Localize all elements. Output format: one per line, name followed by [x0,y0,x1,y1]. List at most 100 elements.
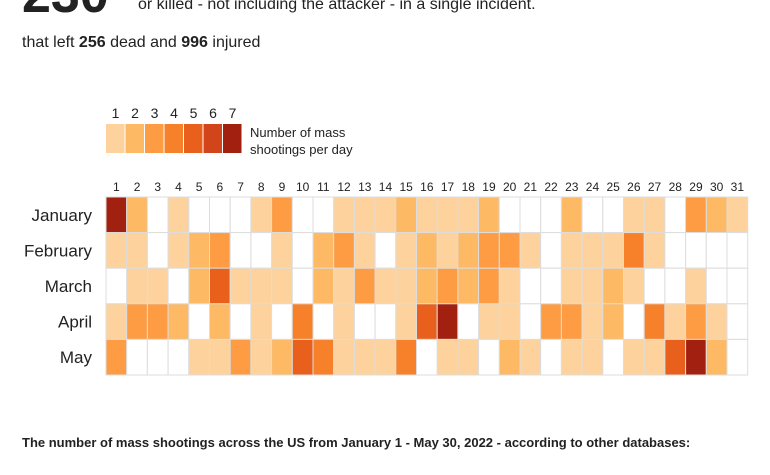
cell [664,303,687,340]
cell [167,338,190,376]
cell [291,338,314,376]
cell [209,232,231,269]
cell [643,338,666,376]
cell [105,232,128,269]
cell [478,196,500,234]
cell [685,338,707,376]
cell [105,267,128,305]
empty-cell [726,232,749,269]
summary-number: 256 [79,34,106,51]
y-tick-label: May [60,348,93,367]
cell [312,303,335,340]
cell [229,196,252,234]
cell [188,267,211,305]
cell [685,267,707,305]
cell [519,303,542,340]
cell [250,303,273,340]
cell [643,232,666,269]
cell [705,267,728,305]
legend-swatch [223,124,242,153]
cell [602,196,624,234]
y-tick-label: April [58,313,92,332]
cell [188,338,211,376]
cell [374,338,397,376]
cell [581,303,604,340]
cell [478,303,500,340]
cell [705,338,728,376]
legend-swatch [203,124,222,153]
cell [395,303,417,340]
x-tick-label: 4 [175,180,182,194]
cell [581,232,604,269]
cell [353,303,376,340]
cell [540,267,562,305]
cell [312,267,335,305]
cell [312,232,335,269]
cell [540,303,562,340]
empty-cell [726,338,749,376]
x-tick-label: 16 [420,180,434,194]
cell [395,267,417,305]
cell [560,303,583,340]
y-tick-label: January [32,206,93,225]
x-tick-label: 15 [399,180,413,194]
cell [271,303,293,340]
cell [353,267,376,305]
cell [271,338,293,376]
cell [519,267,542,305]
cell [250,267,273,305]
cell [105,303,128,340]
cell [519,338,542,376]
cell [457,232,480,269]
cell [643,267,666,305]
empty-cell [726,303,749,340]
cell [291,303,314,340]
cell [395,196,417,234]
cell [457,267,480,305]
x-tick-label: 24 [586,180,600,194]
legend-label: 2 [131,105,139,121]
cell [436,232,459,269]
cell [146,338,169,376]
cell [333,232,355,269]
cell [726,196,749,234]
legend-label: 4 [170,105,178,121]
cell [105,196,128,234]
cell [519,232,542,269]
cell [602,232,624,269]
cell [395,338,417,376]
x-tick-label: 18 [462,180,476,194]
x-tick-label: 17 [441,180,455,194]
cell [623,303,645,340]
cell [581,338,604,376]
cell [560,338,583,376]
cell [457,303,480,340]
cell [291,267,314,305]
cell [188,196,211,234]
summary-text: dead and [106,34,182,51]
cell [643,196,666,234]
x-tick-label: 27 [648,180,662,194]
x-tick-label: 3 [154,180,161,194]
x-tick-label: 22 [544,180,558,194]
y-tick-label: February [24,241,93,260]
cell [726,267,749,305]
cell [581,196,604,234]
cell [291,196,314,234]
cell [126,267,148,305]
cell [146,267,169,305]
legend-label: 7 [229,105,237,121]
cell [167,232,190,269]
cell [498,338,521,376]
cell [374,196,397,234]
x-tick-label: 19 [482,180,496,194]
cell [353,196,376,234]
cell [416,338,438,376]
cell [188,232,211,269]
x-tick-label: 1 [113,180,120,194]
cell [664,267,687,305]
cell [374,232,397,269]
cell [209,303,231,340]
subtitle: or killed - not including the attacker -… [138,0,536,13]
